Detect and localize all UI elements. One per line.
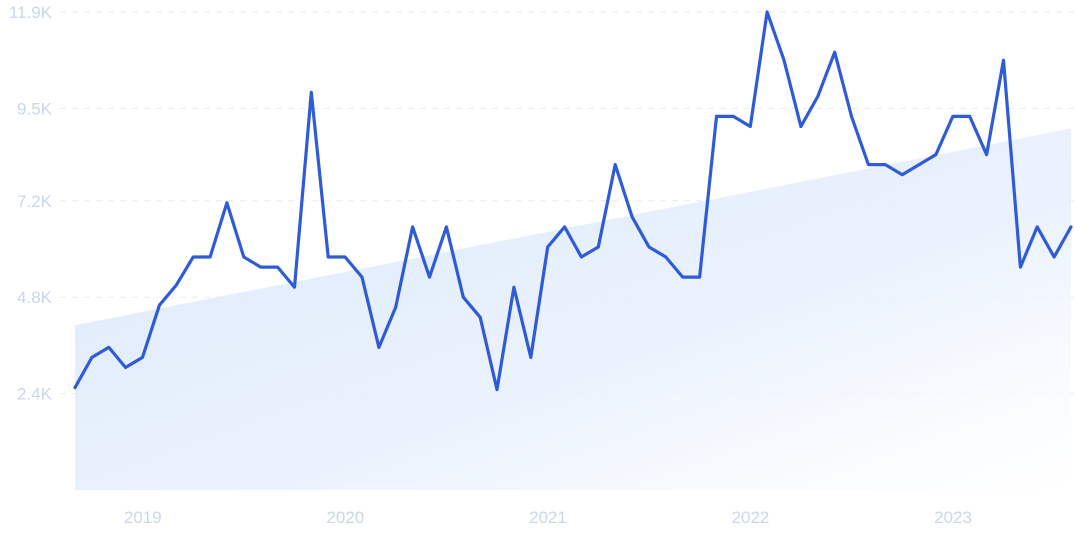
data-point (394, 305, 398, 309)
x-axis-ticks: 2019 2020 2021 2022 2023 (124, 508, 972, 527)
data-point (883, 163, 887, 167)
y-tick-label: 9.5K (17, 99, 53, 118)
data-point (208, 255, 212, 259)
y-tick-label: 11.9K (9, 3, 53, 22)
data-point (444, 225, 448, 229)
data-point (461, 295, 465, 299)
data-point (1069, 225, 1073, 229)
y-axis-ticks: 11.9K 9.5K 7.2K 4.8K 2.4K (9, 3, 53, 404)
x-tick-label: 2020 (326, 508, 364, 527)
data-point (377, 345, 381, 349)
data-point (596, 245, 600, 249)
data-point (731, 114, 735, 118)
data-point (309, 90, 313, 94)
data-point (1001, 58, 1005, 62)
data-point (664, 255, 668, 259)
data-point (1035, 225, 1039, 229)
data-point (613, 163, 617, 167)
data-point (714, 114, 718, 118)
data-point (360, 275, 364, 279)
data-point (512, 285, 516, 289)
data-point (917, 163, 921, 167)
data-point (799, 124, 803, 128)
data-point (174, 283, 178, 287)
data-point (107, 345, 111, 349)
data-point (157, 303, 161, 307)
data-point (850, 114, 854, 118)
data-point (1018, 265, 1022, 269)
data-point (292, 285, 296, 289)
data-point (647, 245, 651, 249)
series-line (73, 10, 1073, 392)
y-tick-label: 2.4K (17, 385, 53, 404)
data-point (242, 255, 246, 259)
data-point (934, 153, 938, 157)
data-point (529, 355, 533, 359)
data-point (816, 94, 820, 98)
data-point (698, 275, 702, 279)
data-point (90, 355, 94, 359)
data-point (985, 153, 989, 157)
data-point (546, 245, 550, 249)
data-point (681, 275, 685, 279)
x-tick-label: 2019 (124, 508, 162, 527)
data-point (326, 255, 330, 259)
data-point (73, 386, 77, 390)
data-point (225, 201, 229, 205)
data-point (495, 388, 499, 392)
data-point (276, 265, 280, 269)
x-tick-label: 2022 (732, 508, 770, 527)
data-point (765, 10, 769, 14)
y-tick-label: 4.8K (17, 288, 53, 307)
data-point (563, 225, 567, 229)
data-point (748, 124, 752, 128)
data-point (900, 173, 904, 177)
data-point (782, 58, 786, 62)
data-point (428, 275, 432, 279)
data-point (141, 355, 145, 359)
data-point (1052, 255, 1056, 259)
data-point (833, 50, 837, 54)
y-tick-label: 7.2K (17, 192, 53, 211)
data-point (579, 255, 583, 259)
data-point (343, 255, 347, 259)
data-point (630, 215, 634, 219)
x-tick-label: 2023 (934, 508, 972, 527)
data-point (866, 163, 870, 167)
data-point (478, 315, 482, 319)
trend-area (75, 128, 1071, 490)
data-point (191, 255, 195, 259)
data-point (951, 114, 955, 118)
x-tick-label: 2021 (529, 508, 567, 527)
data-point (259, 265, 263, 269)
data-point (411, 225, 415, 229)
data-point (124, 365, 128, 369)
data-point (968, 114, 972, 118)
